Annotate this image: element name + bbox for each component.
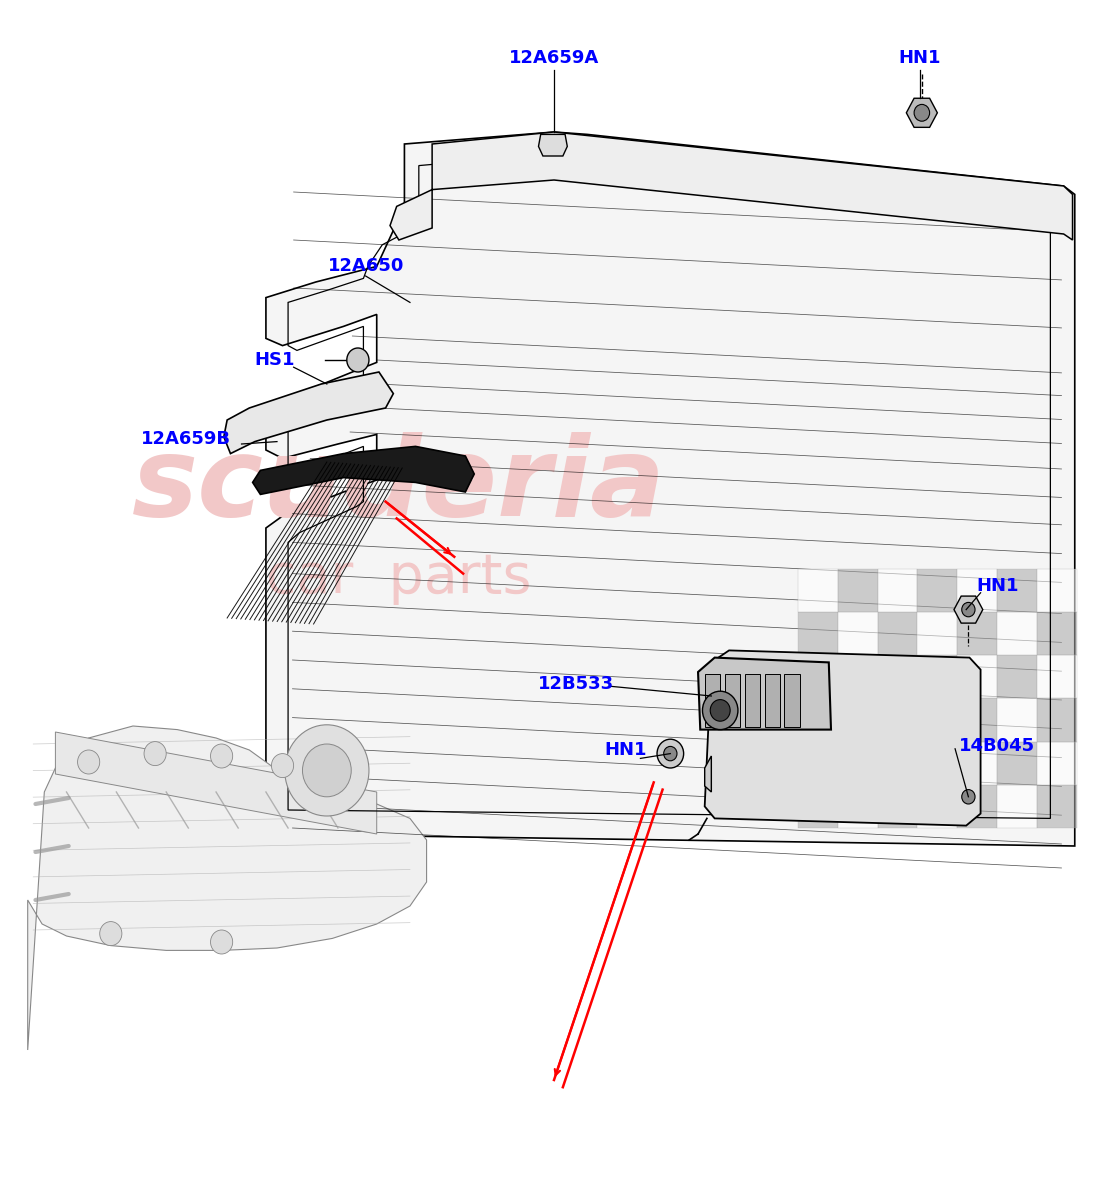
Bar [765, 674, 780, 727]
Bar [878, 785, 917, 828]
Polygon shape [28, 726, 427, 1050]
Bar [917, 612, 957, 655]
Circle shape [710, 700, 730, 721]
Text: 12A659A: 12A659A [509, 49, 599, 67]
Bar [917, 785, 957, 828]
Polygon shape [954, 596, 983, 623]
Bar [878, 612, 917, 655]
Bar [798, 698, 838, 742]
Bar [838, 655, 878, 698]
Polygon shape [906, 98, 937, 127]
Circle shape [78, 750, 100, 774]
Bar [957, 698, 997, 742]
Bar [705, 674, 720, 727]
Bar [798, 655, 838, 698]
Bar [745, 674, 760, 727]
Polygon shape [253, 446, 474, 494]
Bar [838, 569, 878, 612]
Polygon shape [705, 756, 711, 792]
Bar [798, 742, 838, 785]
Bar [798, 785, 838, 828]
Circle shape [302, 744, 351, 797]
Polygon shape [224, 372, 393, 454]
Circle shape [100, 922, 122, 946]
Bar [1037, 569, 1077, 612]
Circle shape [962, 790, 975, 804]
Bar [1037, 698, 1077, 742]
Polygon shape [698, 658, 831, 730]
Bar [784, 674, 800, 727]
Bar [878, 742, 917, 785]
Bar [838, 698, 878, 742]
Bar [997, 742, 1037, 785]
Text: HN1: HN1 [976, 577, 1018, 594]
Bar [957, 612, 997, 655]
Text: 12A650: 12A650 [328, 257, 403, 275]
Text: 12A659B: 12A659B [141, 431, 232, 448]
Circle shape [347, 348, 369, 372]
Bar [838, 612, 878, 655]
Bar [798, 569, 838, 612]
Circle shape [914, 104, 930, 121]
Polygon shape [55, 732, 377, 834]
Bar [838, 742, 878, 785]
Bar [1037, 785, 1077, 828]
Bar [917, 698, 957, 742]
Bar [997, 612, 1037, 655]
Text: HN1: HN1 [605, 740, 647, 758]
Bar [997, 569, 1037, 612]
Bar [1037, 655, 1077, 698]
Text: HN1: HN1 [899, 49, 941, 67]
Text: car  parts: car parts [266, 551, 532, 605]
Bar [1037, 612, 1077, 655]
Circle shape [144, 742, 166, 766]
Bar [725, 674, 740, 727]
Text: HS1: HS1 [255, 350, 295, 370]
Bar [957, 785, 997, 828]
Text: scuderia: scuderia [132, 432, 666, 540]
Bar [997, 698, 1037, 742]
Circle shape [211, 930, 233, 954]
Circle shape [962, 602, 975, 617]
Polygon shape [538, 134, 567, 156]
Circle shape [271, 754, 294, 778]
Bar [878, 655, 917, 698]
Bar [798, 612, 838, 655]
Bar [838, 785, 878, 828]
Bar [878, 569, 917, 612]
Bar [957, 569, 997, 612]
Circle shape [702, 691, 738, 730]
Bar [1037, 742, 1077, 785]
Bar [917, 569, 957, 612]
Circle shape [657, 739, 684, 768]
Polygon shape [705, 650, 981, 826]
Text: 12B533: 12B533 [538, 674, 614, 692]
Text: 14B045: 14B045 [960, 737, 1035, 756]
Bar [917, 742, 957, 785]
Circle shape [285, 725, 369, 816]
Bar [997, 785, 1037, 828]
Polygon shape [266, 132, 1075, 846]
Bar [997, 655, 1037, 698]
Circle shape [211, 744, 233, 768]
Bar [917, 655, 957, 698]
Bar [957, 742, 997, 785]
Bar [878, 698, 917, 742]
Bar [957, 655, 997, 698]
Polygon shape [390, 132, 1073, 240]
Circle shape [664, 746, 677, 761]
